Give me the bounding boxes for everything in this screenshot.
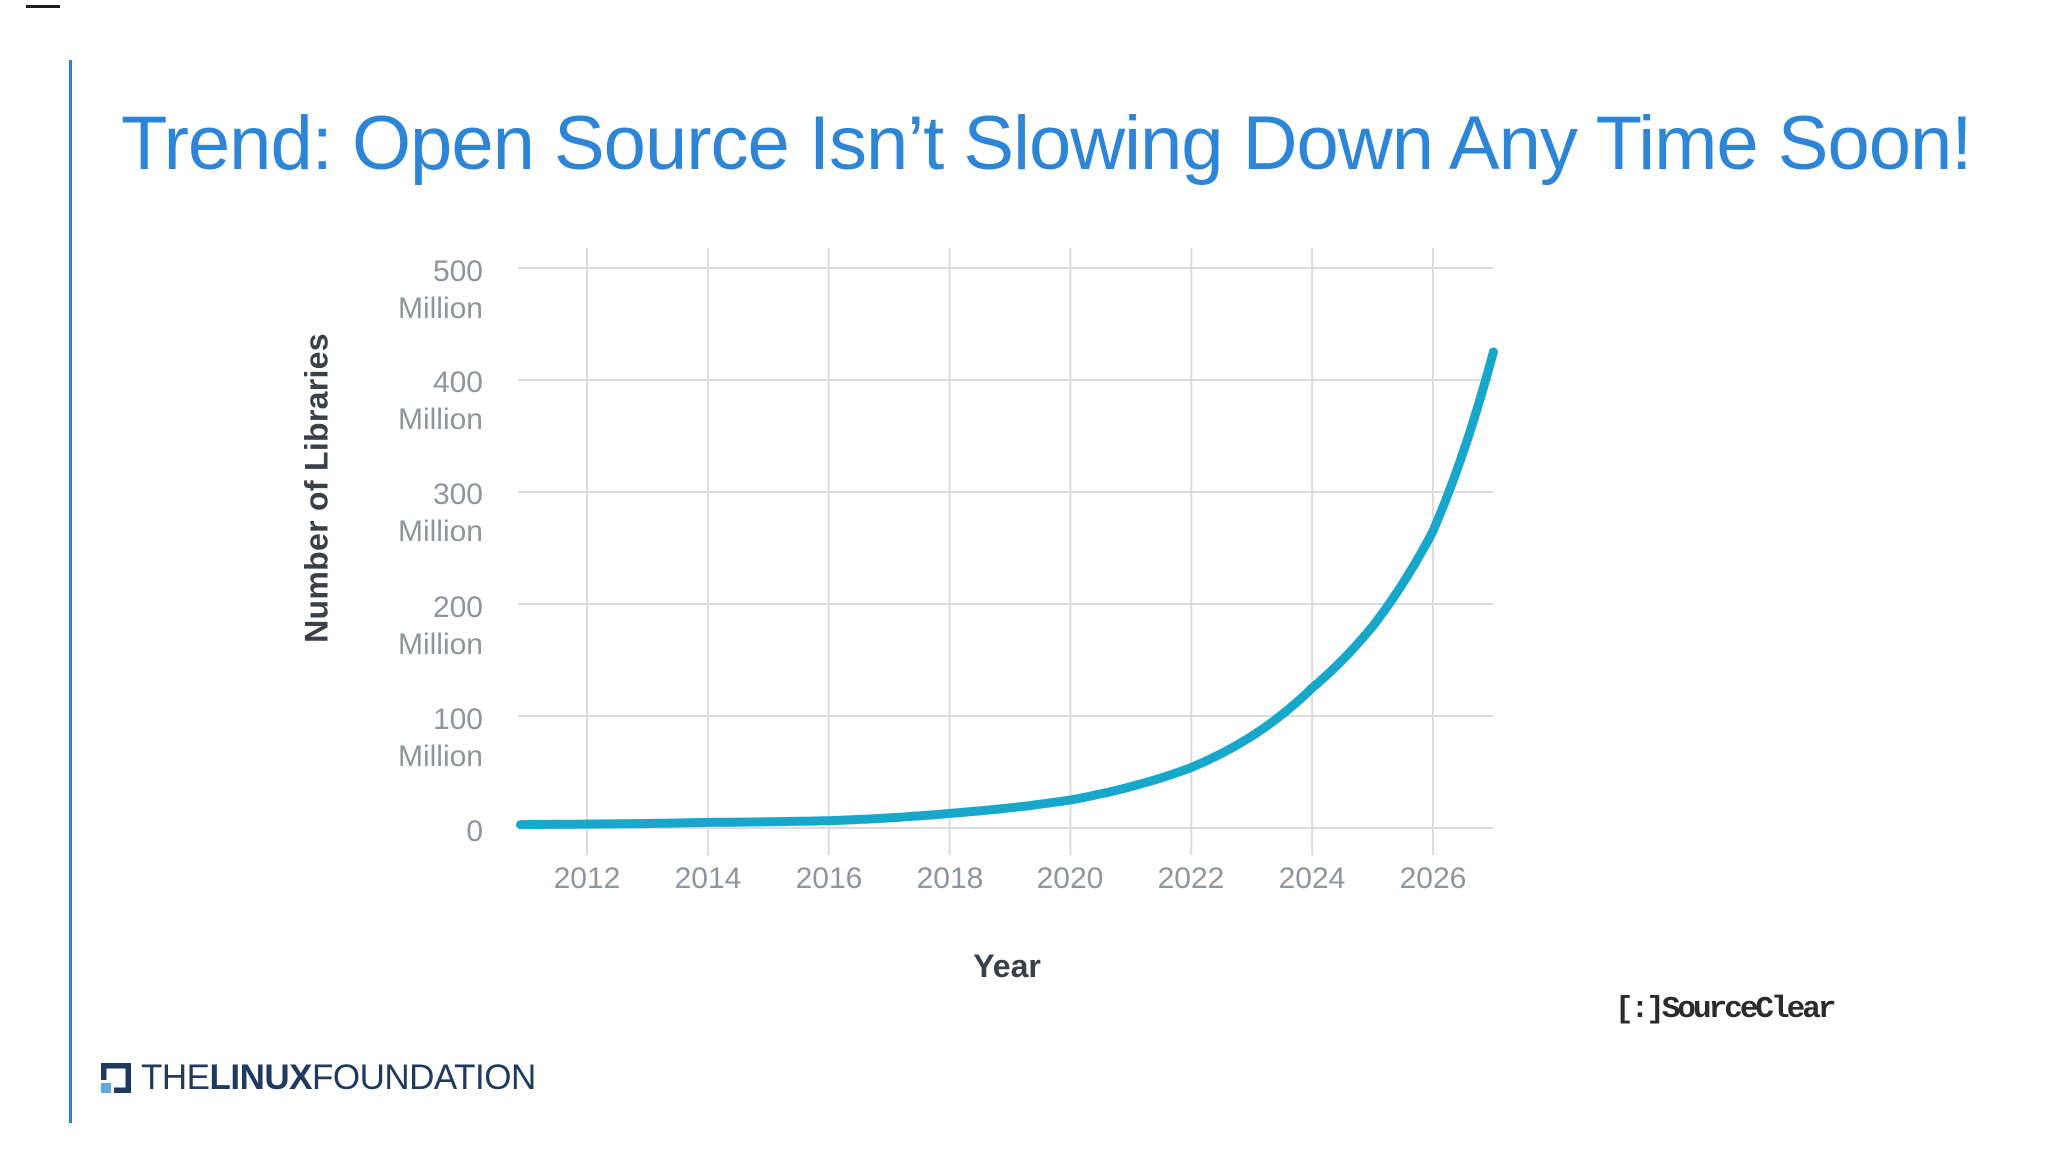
- x-tick-2012: 2012: [553, 862, 621, 895]
- y-tick-value: 200: [432, 591, 483, 624]
- y-tick-unit: Million: [397, 292, 483, 325]
- x-tick-2024: 2024: [1278, 862, 1346, 895]
- y-tick-400: 400 Million: [313, 364, 483, 438]
- y-tick-0: 0: [313, 813, 483, 850]
- x-tick-2014: 2014: [674, 862, 742, 895]
- lf-word-linux: LINUX: [209, 1058, 313, 1097]
- y-tick-unit: Million: [397, 628, 483, 661]
- x-tick-2018: 2018: [916, 862, 984, 895]
- slide-title: Trend: Open Source Isn’t Slowing Down An…: [121, 101, 1972, 186]
- x-tick-2022: 2022: [1157, 862, 1225, 895]
- y-tick-500: 500 Million: [313, 253, 483, 327]
- y-tick-unit: Million: [397, 740, 483, 773]
- y-tick-unit: Million: [397, 515, 483, 548]
- y-tick-value: 300: [432, 478, 483, 511]
- y-tick-unit: Million: [397, 403, 483, 436]
- x-tick-2016: 2016: [795, 862, 863, 895]
- y-tick-value: 400: [432, 366, 483, 399]
- x-tick-2020: 2020: [1036, 862, 1104, 895]
- x-tick-2026: 2026: [1399, 862, 1467, 895]
- sourceclear-logo: [:]SourceClear: [1615, 992, 1836, 1027]
- accent-bar: [69, 60, 72, 1123]
- lf-word-foundation: FOUNDATION: [312, 1058, 536, 1097]
- y-tick-300: 300 Million: [313, 476, 483, 550]
- linux-foundation-logo: THELINUXFOUNDATION: [101, 1058, 536, 1098]
- lf-word-the: THE: [141, 1058, 210, 1097]
- y-tick-200: 200 Million: [313, 589, 483, 663]
- y-tick-100: 100 Million: [313, 701, 483, 775]
- linux-foundation-wordmark: THELINUXFOUNDATION: [141, 1058, 536, 1098]
- y-tick-value: 0: [466, 815, 483, 848]
- libraries-growth-line: [516, 347, 1498, 830]
- y-tick-value: 500: [432, 255, 483, 288]
- linux-foundation-icon: [101, 1063, 131, 1093]
- window-edge-artifact: [26, 5, 60, 8]
- x-axis-title: Year: [973, 948, 1041, 984]
- y-tick-value: 100: [432, 703, 483, 736]
